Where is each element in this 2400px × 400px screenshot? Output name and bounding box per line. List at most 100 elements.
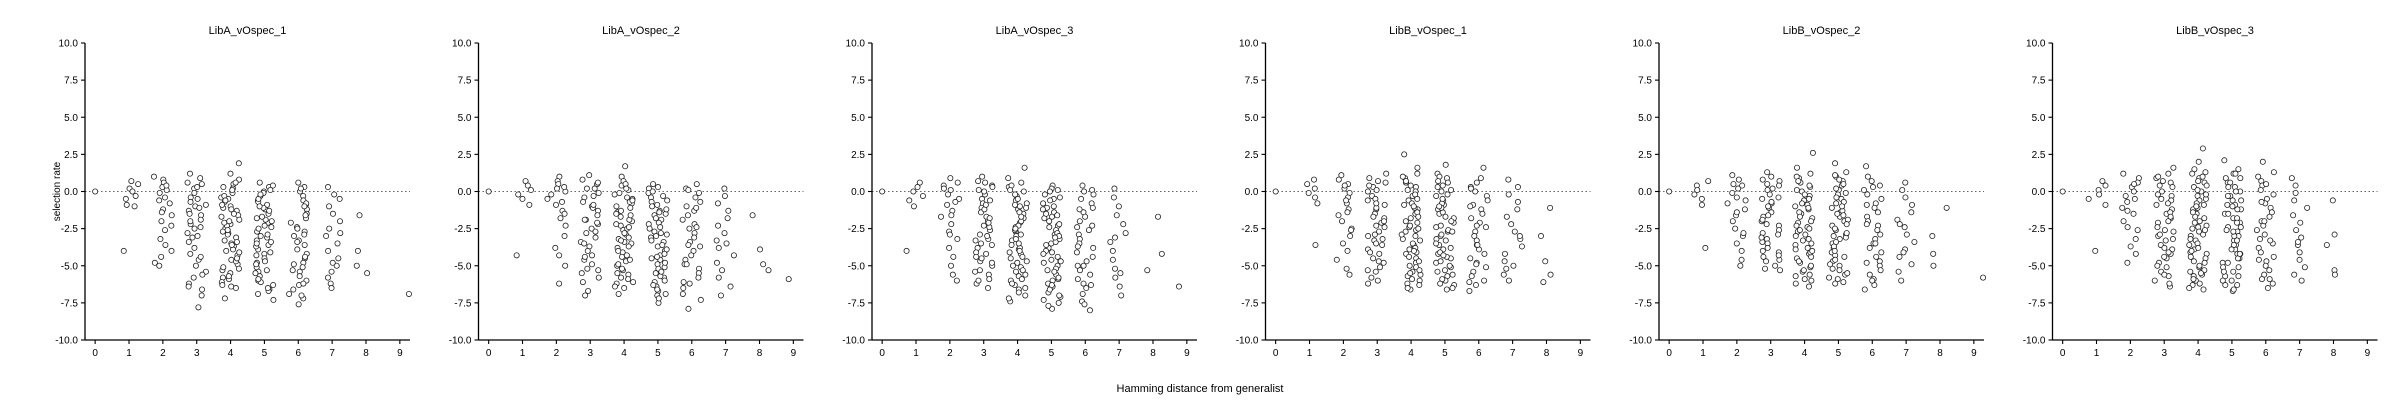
- data-point: [1107, 238, 1114, 245]
- data-point: [1477, 175, 1484, 182]
- data-point: [1902, 179, 1909, 186]
- data-point: [1833, 185, 1840, 192]
- data-point: [721, 230, 728, 237]
- data-point: [1372, 268, 1379, 275]
- data-point: [331, 191, 338, 198]
- data-point: [129, 188, 136, 195]
- data-point: [1407, 222, 1414, 229]
- data-point: [785, 276, 792, 283]
- data-point: [1764, 244, 1771, 251]
- data-point: [1863, 221, 1870, 228]
- data-point: [1473, 222, 1480, 229]
- data-point: [1447, 244, 1454, 251]
- data-point: [1021, 164, 1028, 171]
- data-point: [693, 181, 700, 188]
- data-point: [2203, 182, 2210, 189]
- x-tick-label: 0: [1666, 348, 1672, 359]
- x-tick-label: 8: [757, 348, 763, 359]
- data-point: [198, 181, 205, 188]
- data-point: [721, 192, 728, 199]
- data-point: [659, 241, 666, 248]
- data-point: [1538, 233, 1545, 240]
- data-point: [1768, 173, 1775, 180]
- x-tick-label: 6: [1870, 348, 1876, 359]
- data-point: [2255, 256, 2262, 263]
- data-point: [1120, 221, 1127, 228]
- x-tick-label: 0: [879, 348, 885, 359]
- data-point: [1346, 271, 1353, 278]
- data-point: [268, 224, 275, 231]
- data-point: [553, 201, 560, 208]
- y-tick-label: 5.0: [1245, 113, 1259, 124]
- y-tick-label: 0.0: [1638, 187, 1652, 198]
- data-point: [973, 253, 980, 260]
- data-point: [1007, 187, 1014, 194]
- data-point: [713, 259, 720, 266]
- data-point: [1437, 222, 1444, 229]
- data-point: [1836, 267, 1843, 274]
- data-point: [717, 292, 724, 299]
- data-point: [1343, 265, 1350, 272]
- data-point: [948, 221, 955, 228]
- data-point: [1373, 222, 1380, 229]
- data-point: [679, 216, 686, 223]
- data-point: [579, 176, 586, 183]
- data-point: [298, 292, 305, 299]
- data-point: [2233, 237, 2240, 244]
- data-point: [197, 175, 204, 182]
- x-tick-label: 7: [1116, 348, 1122, 359]
- data-point: [1087, 271, 1094, 278]
- data-point: [195, 304, 202, 311]
- data-point: [2167, 213, 2174, 220]
- data-point: [1831, 247, 1838, 254]
- data-point: [198, 292, 205, 299]
- data-point: [1052, 234, 1059, 241]
- data-point: [1765, 203, 1772, 210]
- data-point: [297, 185, 304, 192]
- data-point: [1792, 280, 1799, 287]
- data-point: [2153, 201, 2160, 208]
- data-point: [1414, 164, 1421, 171]
- data-point: [1406, 262, 1413, 269]
- data-point: [1048, 213, 1055, 220]
- data-point: [1809, 149, 1816, 156]
- data-point: [1943, 204, 1950, 211]
- panel-title: LibB_vOspec_3: [2176, 25, 2254, 37]
- data-point: [1775, 194, 1782, 201]
- data-point: [236, 249, 243, 256]
- data-point: [646, 225, 653, 232]
- data-point: [2256, 236, 2263, 243]
- data-point: [230, 210, 237, 217]
- data-point: [685, 241, 692, 248]
- data-point: [1758, 234, 1765, 241]
- data-point: [663, 206, 670, 213]
- data-point: [92, 188, 99, 195]
- data-point: [1442, 213, 1449, 220]
- data-point: [657, 230, 664, 237]
- x-tick-label: 0: [1273, 348, 1279, 359]
- data-point: [235, 265, 242, 272]
- data-point: [982, 179, 989, 186]
- data-point: [648, 237, 655, 244]
- data-point: [2225, 210, 2232, 217]
- x-tick-label: 8: [363, 348, 369, 359]
- data-point: [1899, 187, 1906, 194]
- y-tick-label: 5.0: [458, 113, 472, 124]
- points-layer: [92, 160, 412, 311]
- data-point: [1805, 204, 1812, 211]
- data-point: [1050, 203, 1057, 210]
- data-point: [1806, 225, 1813, 232]
- data-point: [1473, 261, 1480, 268]
- data-point: [1516, 233, 1523, 240]
- data-point: [1738, 256, 1745, 263]
- data-point: [1365, 233, 1372, 240]
- data-point: [267, 249, 274, 256]
- data-point: [1417, 237, 1424, 244]
- data-point: [1343, 197, 1350, 204]
- data-point: [1733, 240, 1740, 247]
- data-point: [688, 252, 695, 259]
- data-point: [1439, 276, 1446, 283]
- x-tick-label: 7: [329, 348, 335, 359]
- data-point: [1118, 292, 1125, 299]
- data-point: [158, 209, 165, 216]
